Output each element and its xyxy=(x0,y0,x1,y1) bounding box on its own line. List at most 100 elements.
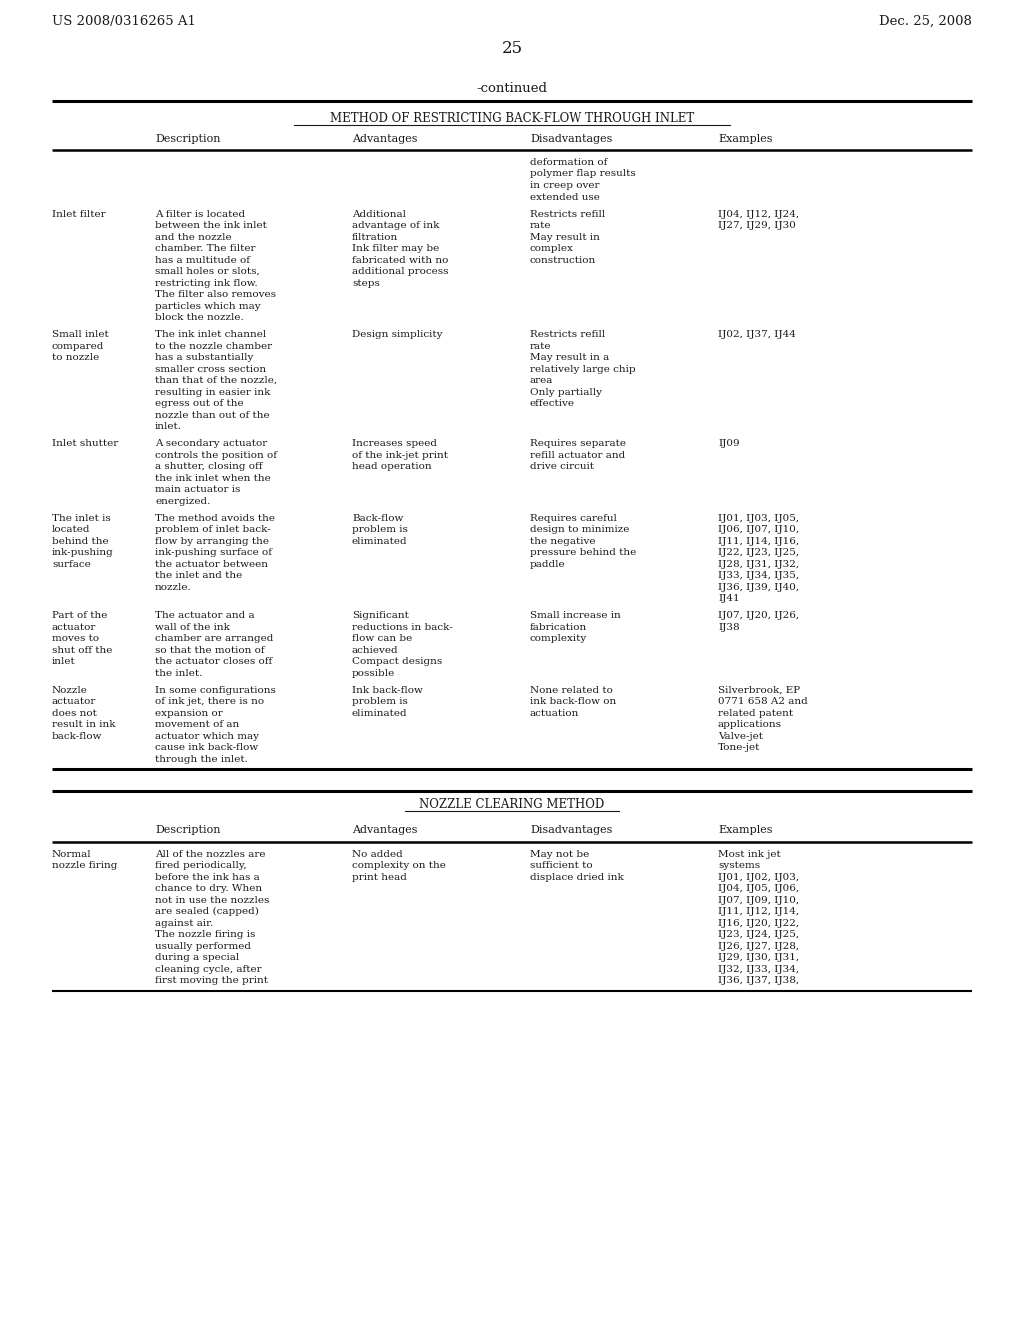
Text: chance to dry. When: chance to dry. When xyxy=(155,884,262,894)
Text: Significant: Significant xyxy=(352,611,409,620)
Text: IJ07, IJ20, IJ26,: IJ07, IJ20, IJ26, xyxy=(718,611,799,620)
Text: Nozzle: Nozzle xyxy=(52,685,88,694)
Text: complex: complex xyxy=(530,244,573,253)
Text: problem is: problem is xyxy=(352,525,408,535)
Text: A secondary actuator: A secondary actuator xyxy=(155,440,267,447)
Text: A filter is located: A filter is located xyxy=(155,210,245,219)
Text: usually performed: usually performed xyxy=(155,941,251,950)
Text: Requires separate: Requires separate xyxy=(530,440,626,447)
Text: actuation: actuation xyxy=(530,709,580,718)
Text: during a special: during a special xyxy=(155,953,240,962)
Text: IJ32, IJ33, IJ34,: IJ32, IJ33, IJ34, xyxy=(718,965,799,974)
Text: rate: rate xyxy=(530,220,552,230)
Text: the actuator between: the actuator between xyxy=(155,560,268,569)
Text: paddle: paddle xyxy=(530,560,565,569)
Text: drive circuit: drive circuit xyxy=(530,462,594,471)
Text: Dec. 25, 2008: Dec. 25, 2008 xyxy=(880,15,972,28)
Text: No added: No added xyxy=(352,850,402,859)
Text: IJ06, IJ07, IJ10,: IJ06, IJ07, IJ10, xyxy=(718,525,799,535)
Text: Ink back-flow: Ink back-flow xyxy=(352,685,423,694)
Text: IJ04, IJ12, IJ24,: IJ04, IJ12, IJ24, xyxy=(718,210,799,219)
Text: Back-flow: Back-flow xyxy=(352,513,403,523)
Text: between the ink inlet: between the ink inlet xyxy=(155,220,267,230)
Text: the actuator closes off: the actuator closes off xyxy=(155,657,272,667)
Text: nozzle firing: nozzle firing xyxy=(52,861,118,870)
Text: controls the position of: controls the position of xyxy=(155,450,278,459)
Text: energized.: energized. xyxy=(155,496,210,506)
Text: in creep over: in creep over xyxy=(530,181,599,190)
Text: complexity on the: complexity on the xyxy=(352,861,445,870)
Text: shut off the: shut off the xyxy=(52,645,113,655)
Text: IJ28, IJ31, IJ32,: IJ28, IJ31, IJ32, xyxy=(718,560,799,569)
Text: extended use: extended use xyxy=(530,193,600,202)
Text: IJ16, IJ20, IJ22,: IJ16, IJ20, IJ22, xyxy=(718,919,799,928)
Text: Ink filter may be: Ink filter may be xyxy=(352,244,439,253)
Text: Valve-jet: Valve-jet xyxy=(718,731,763,741)
Text: are sealed (capped): are sealed (capped) xyxy=(155,907,259,916)
Text: flow can be: flow can be xyxy=(352,634,413,643)
Text: related patent: related patent xyxy=(718,709,794,718)
Text: main actuator is: main actuator is xyxy=(155,484,241,494)
Text: than that of the nozzle,: than that of the nozzle, xyxy=(155,376,278,385)
Text: nozzle.: nozzle. xyxy=(155,582,191,591)
Text: IJ11, IJ12, IJ14,: IJ11, IJ12, IJ14, xyxy=(718,907,799,916)
Text: IJ01, IJ02, IJ03,: IJ01, IJ02, IJ03, xyxy=(718,873,799,882)
Text: Advantages: Advantages xyxy=(352,135,418,144)
Text: the negative: the negative xyxy=(530,536,596,545)
Text: The ink inlet channel: The ink inlet channel xyxy=(155,330,266,339)
Text: does not: does not xyxy=(52,709,97,718)
Text: Restricts refill: Restricts refill xyxy=(530,210,605,219)
Text: problem of inlet back-: problem of inlet back- xyxy=(155,525,270,535)
Text: Most ink jet: Most ink jet xyxy=(718,850,780,859)
Text: has a substantially: has a substantially xyxy=(155,352,253,362)
Text: ink-pushing: ink-pushing xyxy=(52,548,114,557)
Text: IJ22, IJ23, IJ25,: IJ22, IJ23, IJ25, xyxy=(718,548,799,557)
Text: achieved: achieved xyxy=(352,645,398,655)
Text: The actuator and a: The actuator and a xyxy=(155,611,255,620)
Text: back-flow: back-flow xyxy=(52,731,102,741)
Text: egress out of the: egress out of the xyxy=(155,399,244,408)
Text: IJ29, IJ30, IJ31,: IJ29, IJ30, IJ31, xyxy=(718,953,799,962)
Text: pressure behind the: pressure behind the xyxy=(530,548,636,557)
Text: eliminated: eliminated xyxy=(352,536,408,545)
Text: behind the: behind the xyxy=(52,536,109,545)
Text: head operation: head operation xyxy=(352,462,432,471)
Text: displace dried ink: displace dried ink xyxy=(530,873,624,882)
Text: eliminated: eliminated xyxy=(352,709,408,718)
Text: smaller cross section: smaller cross section xyxy=(155,364,266,374)
Text: compared: compared xyxy=(52,342,104,351)
Text: actuator: actuator xyxy=(52,623,96,631)
Text: NOZZLE CLEARING METHOD: NOZZLE CLEARING METHOD xyxy=(420,797,604,810)
Text: filtration: filtration xyxy=(352,232,398,242)
Text: The inlet is: The inlet is xyxy=(52,513,111,523)
Text: to nozzle: to nozzle xyxy=(52,352,99,362)
Text: chamber. The filter: chamber. The filter xyxy=(155,244,256,253)
Text: expansion or: expansion or xyxy=(155,709,223,718)
Text: actuator which may: actuator which may xyxy=(155,731,259,741)
Text: Description: Description xyxy=(155,135,220,144)
Text: May result in: May result in xyxy=(530,232,600,242)
Text: and the nozzle: and the nozzle xyxy=(155,232,231,242)
Text: advantage of ink: advantage of ink xyxy=(352,220,439,230)
Text: IJ11, IJ14, IJ16,: IJ11, IJ14, IJ16, xyxy=(718,536,799,545)
Text: IJ27, IJ29, IJ30: IJ27, IJ29, IJ30 xyxy=(718,220,796,230)
Text: the inlet and the: the inlet and the xyxy=(155,572,243,579)
Text: possible: possible xyxy=(352,668,395,677)
Text: of the ink-jet print: of the ink-jet print xyxy=(352,450,449,459)
Text: Small inlet: Small inlet xyxy=(52,330,109,339)
Text: sufficient to: sufficient to xyxy=(530,861,593,870)
Text: cause ink back-flow: cause ink back-flow xyxy=(155,743,258,752)
Text: Description: Description xyxy=(155,825,220,834)
Text: Tone-jet: Tone-jet xyxy=(718,743,761,752)
Text: particles which may: particles which may xyxy=(155,301,261,310)
Text: IJ26, IJ27, IJ28,: IJ26, IJ27, IJ28, xyxy=(718,941,799,950)
Text: nozzle than out of the: nozzle than out of the xyxy=(155,411,269,420)
Text: -continued: -continued xyxy=(476,82,548,95)
Text: IJ02, IJ37, IJ44: IJ02, IJ37, IJ44 xyxy=(718,330,796,339)
Text: before the ink has a: before the ink has a xyxy=(155,873,260,882)
Text: Only partially: Only partially xyxy=(530,388,602,396)
Text: fabrication: fabrication xyxy=(530,623,587,631)
Text: Small increase in: Small increase in xyxy=(530,611,621,620)
Text: Part of the: Part of the xyxy=(52,611,108,620)
Text: Inlet filter: Inlet filter xyxy=(52,210,105,219)
